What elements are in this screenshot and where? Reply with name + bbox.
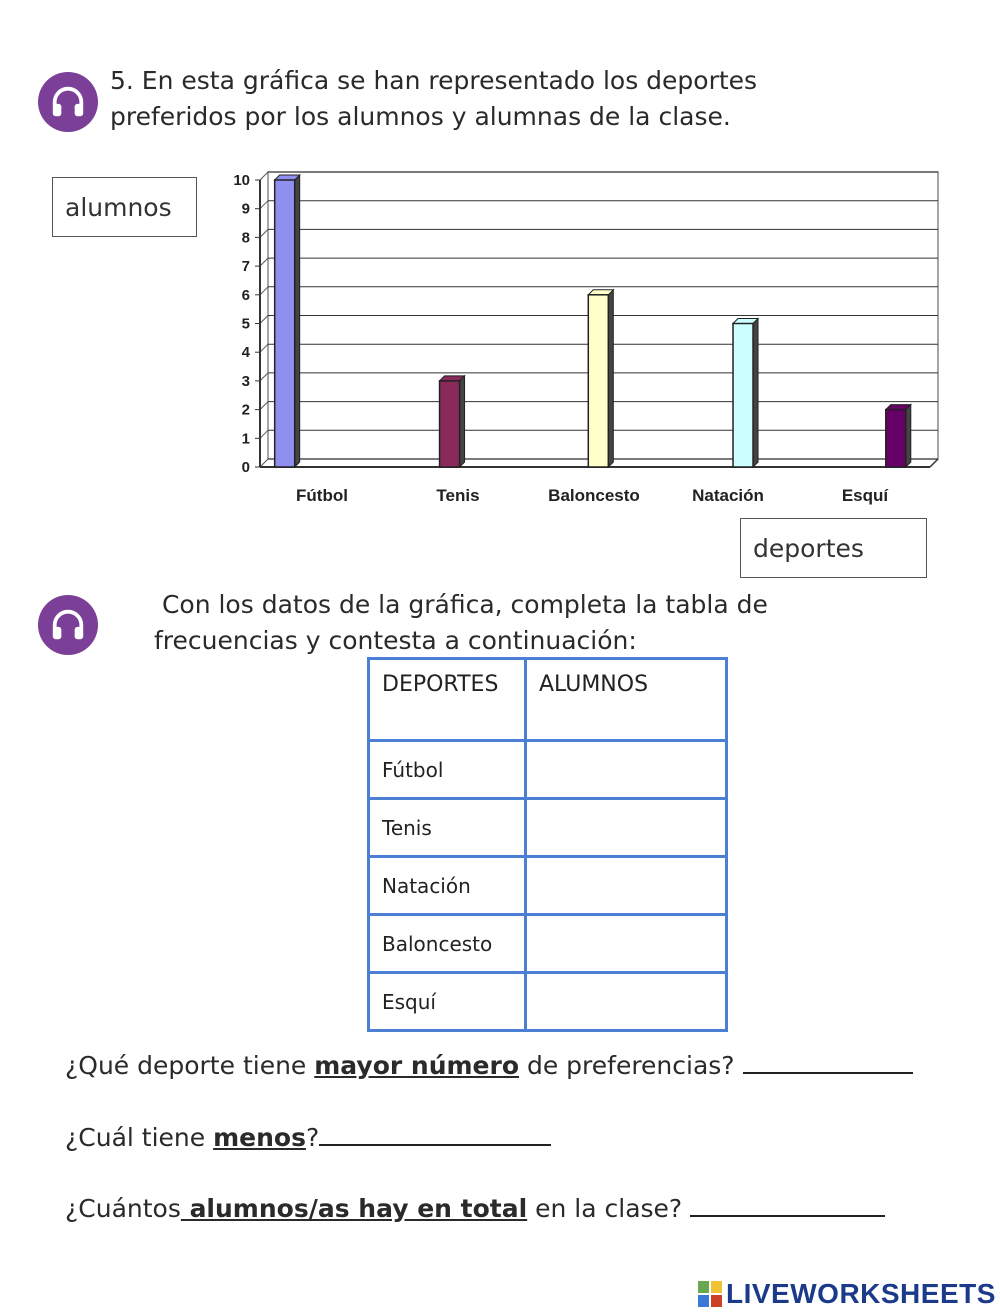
answer-blank-1[interactable] bbox=[742, 1050, 913, 1074]
table-row: Fútbol bbox=[367, 739, 728, 800]
answer-input-cell[interactable] bbox=[524, 797, 728, 858]
table-cell-sport: Tenis bbox=[367, 797, 527, 858]
question-1-pre: ¿Qué deporte tiene bbox=[65, 1051, 315, 1080]
gridline-side bbox=[259, 372, 269, 382]
bar-natación bbox=[732, 322, 754, 468]
gridline-side bbox=[259, 343, 269, 353]
bar-baloncesto bbox=[587, 294, 610, 468]
exercise-line-1: 5. En esta gráfica se han representado l… bbox=[110, 66, 758, 95]
x-tick-label: Baloncesto bbox=[548, 486, 640, 505]
table-cell-sport: Esquí bbox=[367, 971, 527, 1032]
question-1-emphasis: mayor número bbox=[314, 1051, 520, 1080]
brand-name: LIVEWORKSHEETS bbox=[726, 1278, 996, 1309]
gridline-side bbox=[259, 171, 269, 181]
liveworksheets-logo-icon bbox=[698, 1281, 722, 1307]
table-cell-sport: Fútbol bbox=[367, 739, 527, 800]
y-tick-label: 1 bbox=[242, 430, 250, 447]
question-2-post: ? bbox=[305, 1123, 320, 1152]
y-tick-label: 4 bbox=[242, 344, 251, 361]
y-tick-label: 10 bbox=[233, 172, 250, 189]
table-row: Natación bbox=[367, 855, 728, 916]
table-row: Esquí bbox=[367, 971, 728, 1032]
question-3-post: en la clase? bbox=[527, 1194, 691, 1223]
y-tick-label: 9 bbox=[242, 201, 250, 218]
answer-blank-2[interactable] bbox=[319, 1122, 552, 1146]
headphones-icon bbox=[52, 86, 84, 117]
answer-input-cell[interactable] bbox=[524, 913, 728, 974]
gridline-side bbox=[259, 429, 269, 439]
question-2-pre: ¿Cuál tiene bbox=[65, 1123, 214, 1152]
y-tick-label: 2 bbox=[242, 402, 250, 419]
table-cell-sport: Baloncesto bbox=[367, 913, 527, 974]
y-tick-label: 7 bbox=[242, 258, 250, 275]
gridline-side bbox=[259, 229, 269, 238]
instruction-line-1: Con los datos de la gráfica, completa la… bbox=[154, 590, 768, 619]
table-cell-sport: Natación bbox=[367, 855, 527, 916]
question-3: ¿Cuántos alumnos/as hay en total en la c… bbox=[65, 1193, 886, 1223]
answer-input-cell[interactable] bbox=[524, 971, 728, 1032]
gridline-side bbox=[259, 315, 269, 324]
bar-esquí bbox=[885, 408, 907, 468]
frequency-table: DEPORTES ALUMNOS Fútbol Tenis Natación B… bbox=[367, 657, 728, 1032]
bar-tenis bbox=[438, 380, 461, 468]
instruction-line-2: frecuencias y contesta a continuación: bbox=[154, 626, 637, 655]
answer-input-cell[interactable] bbox=[524, 855, 728, 916]
y-tick-label: 5 bbox=[242, 316, 250, 333]
y-tick-label: 0 bbox=[242, 459, 250, 476]
table-header-deportes: DEPORTES bbox=[367, 657, 527, 742]
bar-fútbol bbox=[273, 179, 296, 468]
question-2: ¿Cuál tiene menos? bbox=[65, 1122, 552, 1152]
y-tick-label: 3 bbox=[242, 373, 250, 390]
y-axis-label-box: alumnos bbox=[52, 177, 197, 237]
audio-play-button-1[interactable] bbox=[38, 72, 98, 132]
x-axis-label-box: deportes bbox=[740, 518, 927, 578]
x-tick-label: Esquí bbox=[842, 486, 890, 505]
bar-chart: 0 1 2 3 4 5 6 7 8 9 10 Fútbol Tenis Baloncesto Natació… bbox=[233, 171, 939, 505]
brand-logo: LIVEWORKSHEETS bbox=[698, 1278, 996, 1310]
x-axis-label: deportes bbox=[753, 533, 864, 563]
gridline-side bbox=[259, 286, 269, 296]
x-axis-depth-line bbox=[929, 458, 939, 468]
question-3-pre: ¿Cuántos bbox=[65, 1194, 181, 1223]
instruction: Con los datos de la gráfica, completa la… bbox=[154, 587, 954, 659]
y-tick-label: 8 bbox=[242, 229, 250, 246]
table-row: Tenis bbox=[367, 797, 728, 858]
table-header-row: DEPORTES ALUMNOS bbox=[367, 657, 728, 742]
gridline-side bbox=[259, 401, 269, 410]
gridline-side bbox=[259, 257, 269, 267]
answer-blank-3[interactable] bbox=[690, 1193, 886, 1217]
audio-play-button-2[interactable] bbox=[38, 595, 98, 655]
answer-input-cell[interactable] bbox=[524, 739, 728, 800]
bar-top bbox=[884, 404, 912, 411]
y-tick-label: 6 bbox=[242, 287, 250, 304]
exercise-line-2: preferidos por los alumnos y alumnas de … bbox=[110, 102, 731, 131]
bar-top bbox=[587, 289, 615, 296]
exercise-statement: 5. En esta gráfica se han representado l… bbox=[110, 63, 870, 135]
question-3-emphasis: alumnos/as hay en total bbox=[180, 1194, 528, 1223]
question-2-emphasis: menos bbox=[213, 1123, 306, 1152]
question-1-post: de preferencias? bbox=[519, 1051, 743, 1080]
gridline-side bbox=[259, 200, 269, 210]
x-tick-label: Tenis bbox=[436, 486, 479, 505]
headphones-icon bbox=[52, 609, 84, 640]
x-tick-label: Fútbol bbox=[296, 486, 348, 505]
question-1: ¿Qué deporte tiene mayor número de prefe… bbox=[65, 1050, 913, 1080]
table-header-alumnos: ALUMNOS bbox=[524, 657, 728, 742]
table-row: Baloncesto bbox=[367, 913, 728, 974]
gridline-side bbox=[259, 458, 269, 468]
x-tick-label: Natación bbox=[692, 486, 764, 505]
y-axis-label: alumnos bbox=[65, 192, 172, 222]
